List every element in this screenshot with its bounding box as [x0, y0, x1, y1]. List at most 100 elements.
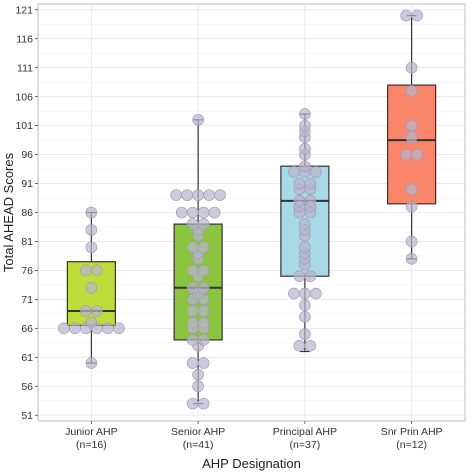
y-tick-label: 71 [21, 294, 33, 306]
y-tick-label: 91 [21, 178, 33, 190]
data-point [197, 264, 210, 277]
data-point [304, 177, 317, 190]
data-point [85, 281, 98, 294]
y-tick-label: 81 [21, 236, 33, 248]
y-tick-label: 76 [21, 265, 33, 277]
data-point [192, 380, 204, 393]
y-tick-label: 66 [21, 323, 33, 335]
data-point [197, 305, 210, 317]
data-point [170, 189, 182, 201]
data-point [304, 270, 317, 283]
data-point [400, 148, 412, 161]
data-point [293, 177, 306, 190]
data-point [85, 316, 98, 329]
data-point [405, 200, 418, 213]
data-point [299, 218, 311, 230]
data-point [186, 397, 199, 410]
data-point [181, 189, 193, 201]
data-point [175, 206, 188, 219]
x-axis-ticks: Junior AHP(n=16) Senior AHP(n=41) Principa… [65, 421, 443, 451]
data-point [293, 270, 306, 283]
data-point [197, 316, 210, 329]
data-point [85, 224, 98, 236]
y-axis-ticks: 51 56 61 66 71 76 81 86 91 96 101 106 111 116 121 [15, 4, 38, 422]
data-point [186, 316, 199, 329]
x-tick-label: Junior AHP [65, 426, 118, 438]
y-tick-label: 106 [15, 91, 33, 103]
data-point [80, 264, 92, 277]
data-point [208, 206, 221, 219]
data-point [299, 299, 311, 311]
data-point [192, 189, 204, 201]
data-point [197, 206, 210, 219]
data-point [405, 183, 418, 196]
data-point [411, 148, 423, 161]
data-point [58, 322, 70, 335]
x-tick-count: (n=12) [396, 439, 427, 451]
data-point [304, 339, 317, 352]
x-tick-label: Principal AHP [273, 426, 337, 438]
y-tick-label: 121 [15, 4, 33, 16]
point-layer [58, 9, 423, 410]
x-tick-count: (n=41) [183, 439, 214, 451]
data-point [186, 241, 199, 254]
data-point [299, 328, 311, 340]
data-point [293, 339, 306, 352]
data-point [197, 218, 210, 230]
data-point [85, 206, 98, 219]
data-point [299, 241, 311, 254]
x-tick-label: Senior AHP [171, 426, 225, 438]
data-point [299, 142, 311, 155]
data-point [299, 310, 311, 323]
data-point [304, 195, 317, 207]
data-point [405, 61, 418, 74]
y-tick-label: 56 [21, 381, 33, 393]
data-point [186, 334, 199, 346]
y-tick-label: 111 [17, 62, 33, 74]
data-point [293, 195, 306, 207]
data-point [197, 357, 210, 369]
data-point [69, 322, 81, 335]
data-point [186, 305, 199, 317]
data-point [299, 160, 311, 172]
data-point [310, 287, 322, 300]
data-point [310, 166, 322, 178]
data-point [405, 131, 418, 144]
data-point [214, 189, 226, 201]
data-point [186, 218, 199, 230]
data-point [113, 322, 125, 335]
data-point [186, 357, 199, 369]
plot-panel [37, 3, 466, 422]
y-tick-label: 116 [16, 33, 33, 45]
data-point [192, 114, 204, 126]
data-point [299, 108, 311, 120]
x-tick-label: Snr Prin AHP [381, 426, 443, 438]
x-tick-count: (n=16) [76, 439, 107, 451]
y-tick-label: 51 [21, 410, 33, 422]
data-point [80, 305, 92, 317]
y-tick-label: 61 [21, 352, 33, 364]
data-point [197, 334, 210, 346]
data-point [405, 253, 418, 265]
data-point [405, 119, 418, 132]
data-point [91, 264, 103, 277]
x-axis-title: AHP Designation [202, 456, 301, 471]
y-tick-label: 96 [21, 149, 33, 161]
data-point [186, 281, 199, 294]
data-point [197, 281, 210, 294]
data-point [102, 322, 114, 335]
data-point [411, 9, 423, 22]
data-point [405, 235, 418, 248]
data-point [288, 287, 300, 300]
data-point [288, 166, 300, 178]
data-point [186, 264, 199, 277]
data-point [192, 368, 204, 381]
y-tick-label: 86 [21, 207, 33, 219]
data-point [85, 241, 98, 254]
y-axis-title: Total AHEAD Scores [1, 152, 16, 272]
data-point [299, 119, 311, 132]
data-point [405, 85, 418, 97]
data-point [85, 357, 98, 369]
data-point [299, 287, 311, 300]
